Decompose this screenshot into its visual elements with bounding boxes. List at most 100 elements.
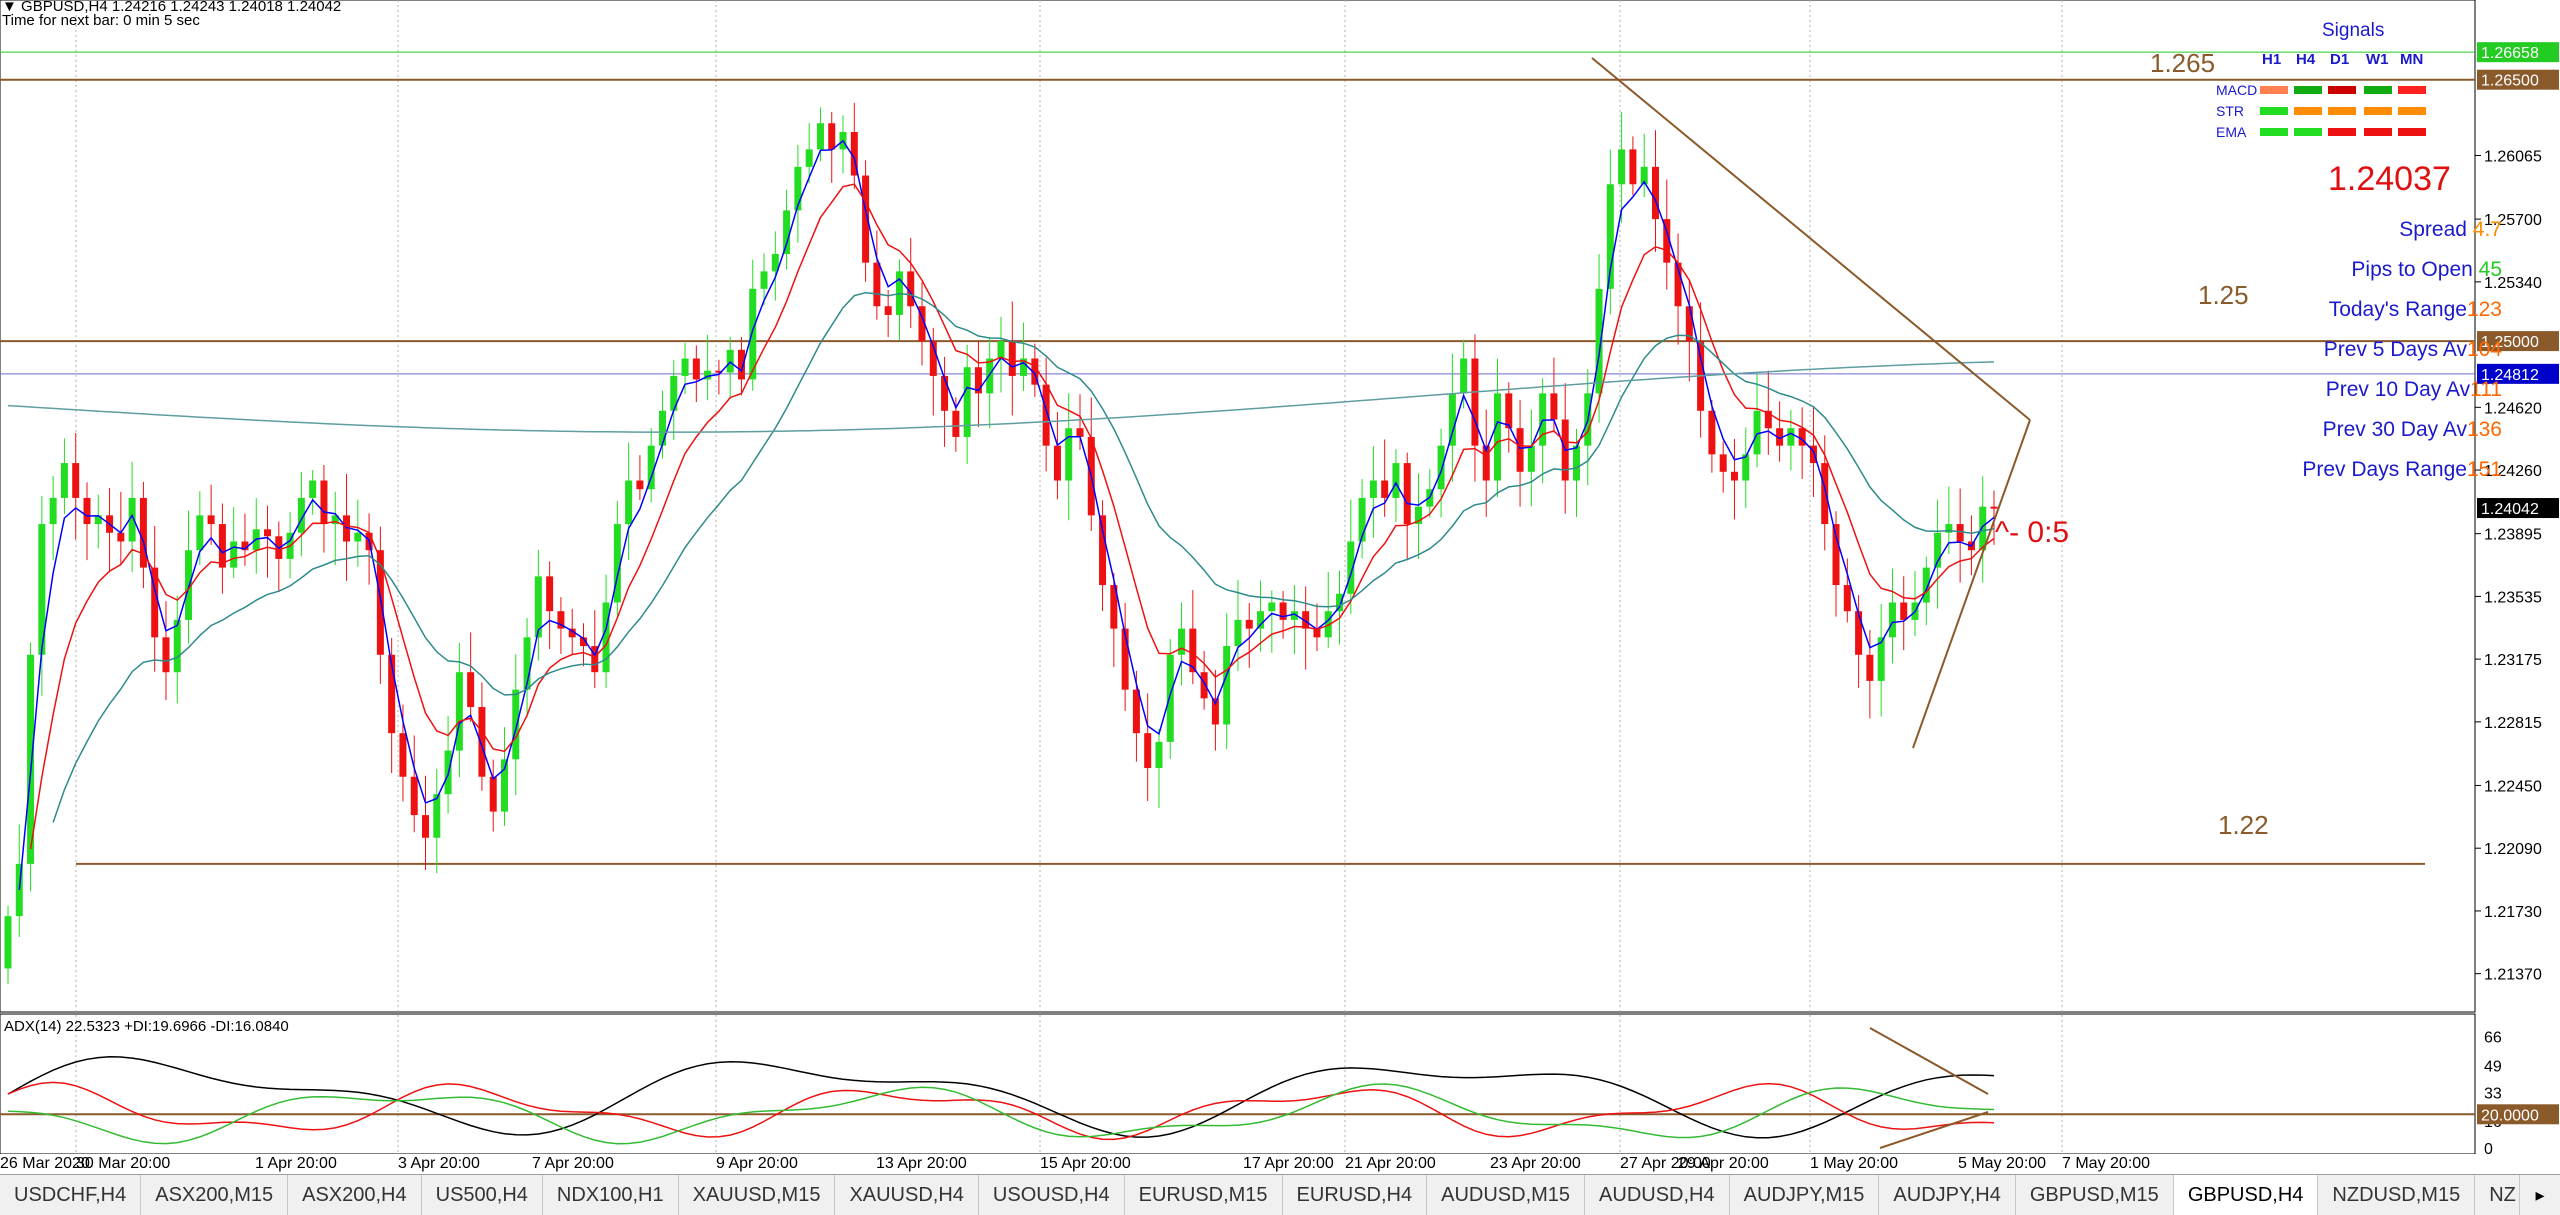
- stat-label: Prev 10 Day Av: [2326, 378, 2471, 401]
- candle-body: [681, 358, 689, 376]
- candle: [1527, 409, 1535, 507]
- candle: [873, 230, 881, 320]
- chart-tab[interactable]: USOUSD,H4: [979, 1175, 1125, 1215]
- stat-row: Prev Days Range151: [2302, 458, 2502, 481]
- candle: [1008, 301, 1016, 416]
- candle-body: [410, 776, 418, 816]
- candle: [884, 290, 892, 338]
- candle: [1855, 595, 1863, 688]
- candle-body: [974, 367, 982, 394]
- candle-body: [1415, 506, 1423, 525]
- candle-body: [546, 576, 554, 612]
- candle-body: [354, 532, 362, 542]
- candle: [1144, 693, 1152, 801]
- candle: [1110, 572, 1118, 668]
- candle: [1166, 639, 1174, 759]
- candle: [264, 505, 272, 578]
- signal-cell: [2294, 107, 2322, 115]
- candle: [828, 111, 836, 183]
- candle-body: [1787, 428, 1795, 446]
- chart-tab[interactable]: XAUUSD,H4: [835, 1175, 979, 1215]
- candle-body: [737, 349, 745, 380]
- candle: [1223, 613, 1231, 750]
- stat-row: Today's Range123: [2329, 298, 2502, 321]
- chart-tab[interactable]: AUDUSD,M15: [1427, 1175, 1586, 1215]
- candle-body: [997, 341, 1005, 359]
- candle-body: [1178, 628, 1186, 655]
- signal-cell: [2364, 107, 2392, 115]
- candle: [173, 595, 181, 704]
- chart-tab[interactable]: ASX200,M15: [141, 1175, 289, 1215]
- candle: [1369, 446, 1377, 538]
- price-tick-label: 1.23535: [2484, 589, 2542, 606]
- chart-tab[interactable]: AUDJPY,H4: [1879, 1175, 2016, 1215]
- scroll-right-arrow-icon[interactable]: ▸: [2519, 1175, 2560, 1215]
- candle: [117, 491, 125, 566]
- chart-tab[interactable]: AUDJPY,M15: [1730, 1175, 1880, 1215]
- candle: [1640, 133, 1648, 198]
- candle-body: [264, 529, 272, 537]
- time-tick-label: 5 May 20:00: [1958, 1155, 2046, 1172]
- candle-body: [455, 672, 463, 751]
- time-tick-label: 1 May 20:00: [1810, 1155, 1898, 1172]
- candle-body: [1257, 611, 1265, 629]
- chart-tab[interactable]: GBPUSD,M15: [2016, 1175, 2174, 1215]
- price-tick-label: 1.24620: [2484, 400, 2542, 417]
- chart-tab[interactable]: NZDUSD,M15: [2318, 1175, 2476, 1215]
- candle: [557, 597, 565, 654]
- candle: [297, 471, 305, 557]
- candle-body: [1132, 689, 1140, 734]
- candle: [1076, 394, 1084, 450]
- trendline-upper: [1591, 57, 2031, 421]
- candle: [1742, 427, 1750, 509]
- signals-col-header: H4: [2296, 51, 2316, 68]
- chart-tab[interactable]: EURUSD,M15: [1125, 1175, 1283, 1215]
- chart-tab[interactable]: EURUSD,H4: [1283, 1175, 1428, 1215]
- candle-body: [771, 253, 779, 272]
- stat-label: Prev 5 Days Av: [2324, 338, 2468, 361]
- candle: [1324, 572, 1332, 648]
- candle-body: [128, 497, 136, 542]
- annotation-text: ^- 0:5: [1995, 516, 2069, 549]
- chart-tab[interactable]: USDCHF,H4: [0, 1175, 142, 1215]
- candle-body: [1730, 471, 1738, 481]
- candle-body: [1460, 358, 1468, 394]
- candle-body: [422, 815, 430, 838]
- candle-body: [534, 576, 542, 638]
- candle-body: [1900, 602, 1908, 620]
- time-tick-label: 15 Apr 20:00: [1040, 1155, 1131, 1172]
- chart-tab[interactable]: NDX100,H1: [543, 1175, 679, 1215]
- level-label: 1.22: [2218, 810, 2269, 840]
- signals-col-header: D1: [2330, 51, 2349, 68]
- symbol-ohlc-line: GBPUSD,H4 1.24216 1.24243 1.24018 1.2404…: [21, 0, 342, 15]
- time-tick-label: 26 Mar 2020: [0, 1155, 90, 1172]
- chart-tab[interactable]: AUDUSD,H4: [1585, 1175, 1730, 1215]
- stat-row: Prev 5 Days Av104: [2324, 338, 2503, 361]
- chart-tab[interactable]: ASX200,H4: [288, 1175, 422, 1215]
- candle-body: [218, 524, 226, 568]
- candle-body: [501, 759, 508, 812]
- candle-body: [94, 515, 102, 525]
- candle: [478, 682, 486, 791]
- collapse-arrow-icon[interactable]: ▼: [2, 0, 17, 15]
- candle-body: [1189, 628, 1197, 673]
- candle: [726, 336, 734, 399]
- candle-body: [749, 288, 757, 380]
- chart-tab[interactable]: US500,H4: [422, 1175, 543, 1215]
- chart-tab[interactable]: XAUUSD,M15: [679, 1175, 836, 1215]
- chart-tab[interactable]: GBPUSD,H4: [2173, 1175, 2319, 1215]
- candle-body: [602, 602, 610, 673]
- signals-row-label: MACD: [2216, 82, 2257, 98]
- signals-row-label: STR: [2216, 103, 2244, 119]
- candle: [929, 327, 937, 416]
- candle-body: [794, 166, 802, 211]
- candle-body: [1155, 741, 1163, 769]
- candle: [1979, 476, 1987, 583]
- candle: [692, 345, 700, 403]
- candle: [72, 432, 80, 540]
- candle-body: [760, 271, 768, 289]
- price-tag-label: 1.24812: [2481, 367, 2539, 384]
- candle: [1189, 590, 1197, 685]
- candle: [1403, 452, 1411, 561]
